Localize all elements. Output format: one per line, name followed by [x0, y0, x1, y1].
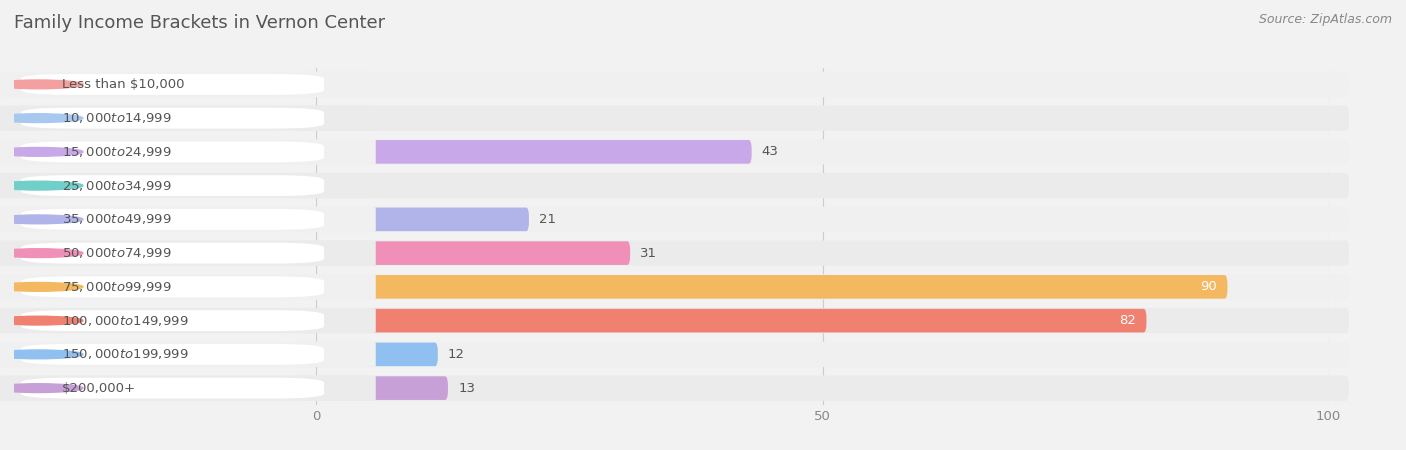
FancyBboxPatch shape [0, 72, 375, 97]
Circle shape [0, 148, 83, 156]
FancyBboxPatch shape [316, 241, 630, 265]
Circle shape [0, 181, 83, 190]
Text: 12: 12 [449, 348, 465, 361]
FancyBboxPatch shape [0, 207, 375, 232]
FancyBboxPatch shape [21, 209, 325, 230]
Text: 0: 0 [326, 179, 335, 192]
Text: 43: 43 [762, 145, 779, 158]
Text: $35,000 to $49,999: $35,000 to $49,999 [62, 212, 172, 226]
FancyBboxPatch shape [21, 141, 325, 162]
FancyBboxPatch shape [297, 274, 1348, 300]
FancyBboxPatch shape [0, 139, 375, 165]
FancyBboxPatch shape [21, 108, 325, 129]
Text: 90: 90 [1201, 280, 1218, 293]
Text: $200,000+: $200,000+ [62, 382, 136, 395]
FancyBboxPatch shape [297, 207, 1348, 232]
Text: $15,000 to $24,999: $15,000 to $24,999 [62, 145, 172, 159]
FancyBboxPatch shape [0, 274, 375, 300]
Circle shape [0, 350, 83, 359]
FancyBboxPatch shape [316, 140, 752, 164]
FancyBboxPatch shape [21, 344, 325, 365]
FancyBboxPatch shape [297, 173, 1348, 198]
FancyBboxPatch shape [297, 72, 1348, 97]
Text: 0: 0 [326, 112, 335, 125]
FancyBboxPatch shape [21, 378, 325, 399]
FancyBboxPatch shape [0, 375, 375, 401]
Text: $100,000 to $149,999: $100,000 to $149,999 [62, 314, 188, 328]
FancyBboxPatch shape [297, 240, 1348, 266]
Text: 82: 82 [1119, 314, 1136, 327]
FancyBboxPatch shape [21, 276, 325, 297]
FancyBboxPatch shape [0, 308, 375, 333]
Circle shape [0, 316, 83, 325]
Circle shape [0, 114, 83, 122]
Text: $50,000 to $74,999: $50,000 to $74,999 [62, 246, 172, 260]
FancyBboxPatch shape [297, 105, 1348, 131]
Circle shape [0, 249, 83, 257]
Circle shape [0, 80, 83, 89]
Text: $75,000 to $99,999: $75,000 to $99,999 [62, 280, 172, 294]
FancyBboxPatch shape [0, 105, 375, 131]
Text: 13: 13 [458, 382, 475, 395]
FancyBboxPatch shape [316, 376, 449, 400]
FancyBboxPatch shape [297, 139, 1348, 165]
FancyBboxPatch shape [316, 342, 437, 366]
FancyBboxPatch shape [21, 175, 325, 196]
FancyBboxPatch shape [316, 207, 529, 231]
FancyBboxPatch shape [0, 240, 375, 266]
FancyBboxPatch shape [0, 342, 375, 367]
FancyBboxPatch shape [297, 342, 1348, 367]
Circle shape [0, 283, 83, 291]
Text: Less than $10,000: Less than $10,000 [62, 78, 184, 91]
FancyBboxPatch shape [21, 243, 325, 264]
Text: $150,000 to $199,999: $150,000 to $199,999 [62, 347, 188, 361]
Circle shape [0, 384, 83, 392]
Text: Family Income Brackets in Vernon Center: Family Income Brackets in Vernon Center [14, 14, 385, 32]
FancyBboxPatch shape [0, 173, 375, 198]
Text: 0: 0 [326, 78, 335, 91]
FancyBboxPatch shape [21, 310, 325, 331]
FancyBboxPatch shape [297, 308, 1348, 333]
Text: Source: ZipAtlas.com: Source: ZipAtlas.com [1258, 14, 1392, 27]
FancyBboxPatch shape [316, 309, 1146, 333]
Text: 31: 31 [640, 247, 657, 260]
FancyBboxPatch shape [297, 375, 1348, 401]
Circle shape [0, 215, 83, 224]
Text: $10,000 to $14,999: $10,000 to $14,999 [62, 111, 172, 125]
FancyBboxPatch shape [21, 74, 325, 95]
FancyBboxPatch shape [316, 275, 1227, 299]
Text: 21: 21 [538, 213, 555, 226]
Text: $25,000 to $34,999: $25,000 to $34,999 [62, 179, 172, 193]
